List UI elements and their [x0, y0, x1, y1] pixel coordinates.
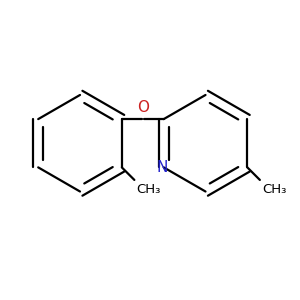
Text: CH₃: CH₃ — [262, 183, 286, 196]
Text: N: N — [156, 160, 167, 175]
Text: O: O — [137, 100, 149, 115]
Text: CH₃: CH₃ — [136, 183, 161, 196]
